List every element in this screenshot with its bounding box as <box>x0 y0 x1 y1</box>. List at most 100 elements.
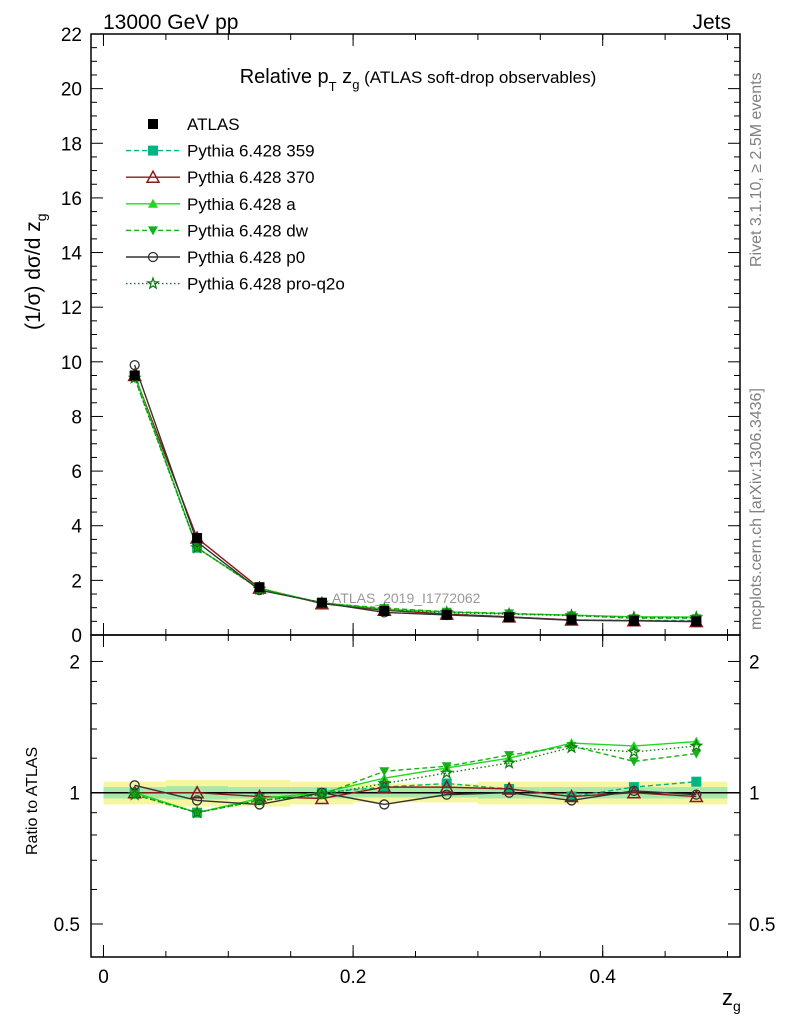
y-tick-label: 6 <box>71 462 82 483</box>
series-line <box>134 377 697 619</box>
x-axis-label: zg <box>722 985 741 1014</box>
y-axis-label: (1/σ) dσ/d zg <box>22 213 49 330</box>
y-tick-label: 8 <box>71 407 82 428</box>
series-ratio-point <box>501 781 517 795</box>
series-ratio-point <box>439 765 454 779</box>
data-point <box>254 582 265 593</box>
series-ratio-point <box>314 787 329 801</box>
series-group <box>129 359 702 810</box>
ratio-tick-label: 1 <box>69 784 80 805</box>
series-line <box>134 375 697 623</box>
series-ratio-line <box>134 786 697 800</box>
series-ratio-point <box>691 749 702 759</box>
legend: ATLAS Pythia 6.428 359 Pythia 6.428 370 Pyt… <box>126 115 345 294</box>
title-sub1: T <box>329 79 337 94</box>
series-curves <box>127 359 704 819</box>
series-ratio-point <box>566 741 577 751</box>
series-ratio-point <box>441 789 452 800</box>
series-point <box>190 540 205 554</box>
series-ratio-point <box>502 755 517 769</box>
series-ratio-point <box>503 787 515 798</box>
x-tick-label: 0.2 <box>340 967 366 988</box>
data-point <box>504 612 515 623</box>
series-ratio-point <box>691 776 702 787</box>
legend-item: Pythia 6.428 a <box>126 195 296 214</box>
series-ratio-point <box>439 779 454 793</box>
series-ratio-point <box>377 776 392 790</box>
series-ratio-point <box>189 785 205 799</box>
x-axis-label-sub: g <box>733 998 741 1014</box>
legend-item: Pythia 6.428 359 <box>126 142 315 161</box>
data-point <box>441 609 452 620</box>
ratio-tick-label-right: 1 <box>749 784 760 805</box>
ratio-axis-label: Ratio to ATLAS <box>24 747 41 855</box>
legend-marker <box>148 226 158 236</box>
series-ratio-line <box>134 745 697 814</box>
legend-label: Pythia 6.428 p0 <box>187 248 305 267</box>
data-point <box>628 615 639 626</box>
series-group <box>127 367 704 805</box>
y-axis-label-sub: g <box>33 213 49 221</box>
legend-label: Pythia 6.428 dw <box>187 221 309 240</box>
ratio-tick-label: 2 <box>69 652 80 673</box>
series-ratio-point <box>628 757 639 767</box>
series-ratio-point <box>626 744 641 758</box>
title-sub2: g <box>352 77 359 92</box>
y-tick-label: 18 <box>61 134 82 155</box>
series-ratio-point <box>626 785 642 799</box>
legend-marker <box>147 251 159 263</box>
series-ratio-point <box>379 767 390 777</box>
y-tick-label: 10 <box>61 353 82 374</box>
data-point <box>129 370 140 381</box>
legend-item: Pythia 6.428 dw <box>126 221 309 240</box>
series-ratio-point <box>441 778 452 789</box>
series-ratio-point <box>689 738 704 752</box>
y-tick-label: 22 <box>61 25 82 46</box>
legend-label: ATLAS <box>187 115 240 134</box>
series-ratio-point <box>564 788 579 803</box>
series-ratio-point <box>190 805 205 819</box>
series-ratio-point <box>252 793 267 807</box>
legend-label: Pythia 6.428 a <box>187 195 296 214</box>
y-tick-label: 0 <box>71 626 82 647</box>
series-ratio-point <box>191 795 203 806</box>
y-tick-label: 16 <box>61 189 82 210</box>
series-ratio-line <box>134 784 697 806</box>
series-point <box>129 359 140 371</box>
y-axis-label-main: (1/σ) dσ/d z <box>22 221 45 330</box>
data-point <box>691 616 702 627</box>
y-tick-label: 12 <box>61 298 82 319</box>
series-ratio-point <box>691 789 702 800</box>
legend-label: Pythia 6.428 pro-q2o <box>187 275 345 294</box>
header-right: Jets <box>692 11 731 34</box>
data-group <box>129 370 702 627</box>
y-tick-label: 4 <box>71 517 82 538</box>
series-ratio-point <box>379 799 390 810</box>
legend-item: Pythia 6.428 p0 <box>126 248 305 267</box>
series-ratio-point <box>689 788 704 803</box>
header-left: 13000 GeV pp <box>103 11 238 34</box>
x-axis-label-main: z <box>722 985 733 1010</box>
chart-title: Relative pT zg (ATLAS soft-drop observab… <box>240 66 597 94</box>
legend-marker <box>148 198 158 208</box>
x-tick-label: 0.4 <box>590 967 617 988</box>
series-line <box>134 375 697 618</box>
legend-marker <box>145 169 161 183</box>
y-tick-label: 14 <box>61 244 83 265</box>
legend-item: Pythia 6.428 pro-q2o <box>126 275 345 294</box>
y-tick-label: 2 <box>71 571 82 592</box>
series-line <box>134 375 697 622</box>
series-ratio-point <box>127 787 142 801</box>
series-ratio-point <box>564 740 579 754</box>
title-suffix: (ATLAS soft-drop observables) <box>359 68 596 87</box>
title-prefix: Relative p <box>240 66 329 88</box>
data-point <box>192 533 203 544</box>
analysis-watermark: ATLAS_2019_I1772062 <box>332 590 481 606</box>
series-line <box>134 364 697 623</box>
series-ratio-point <box>566 795 577 806</box>
legend-item: ATLAS <box>148 115 240 134</box>
title-mid: z <box>337 66 353 88</box>
legend-label: Pythia 6.428 370 <box>187 168 315 187</box>
x-tick-label: 0 <box>98 967 109 988</box>
